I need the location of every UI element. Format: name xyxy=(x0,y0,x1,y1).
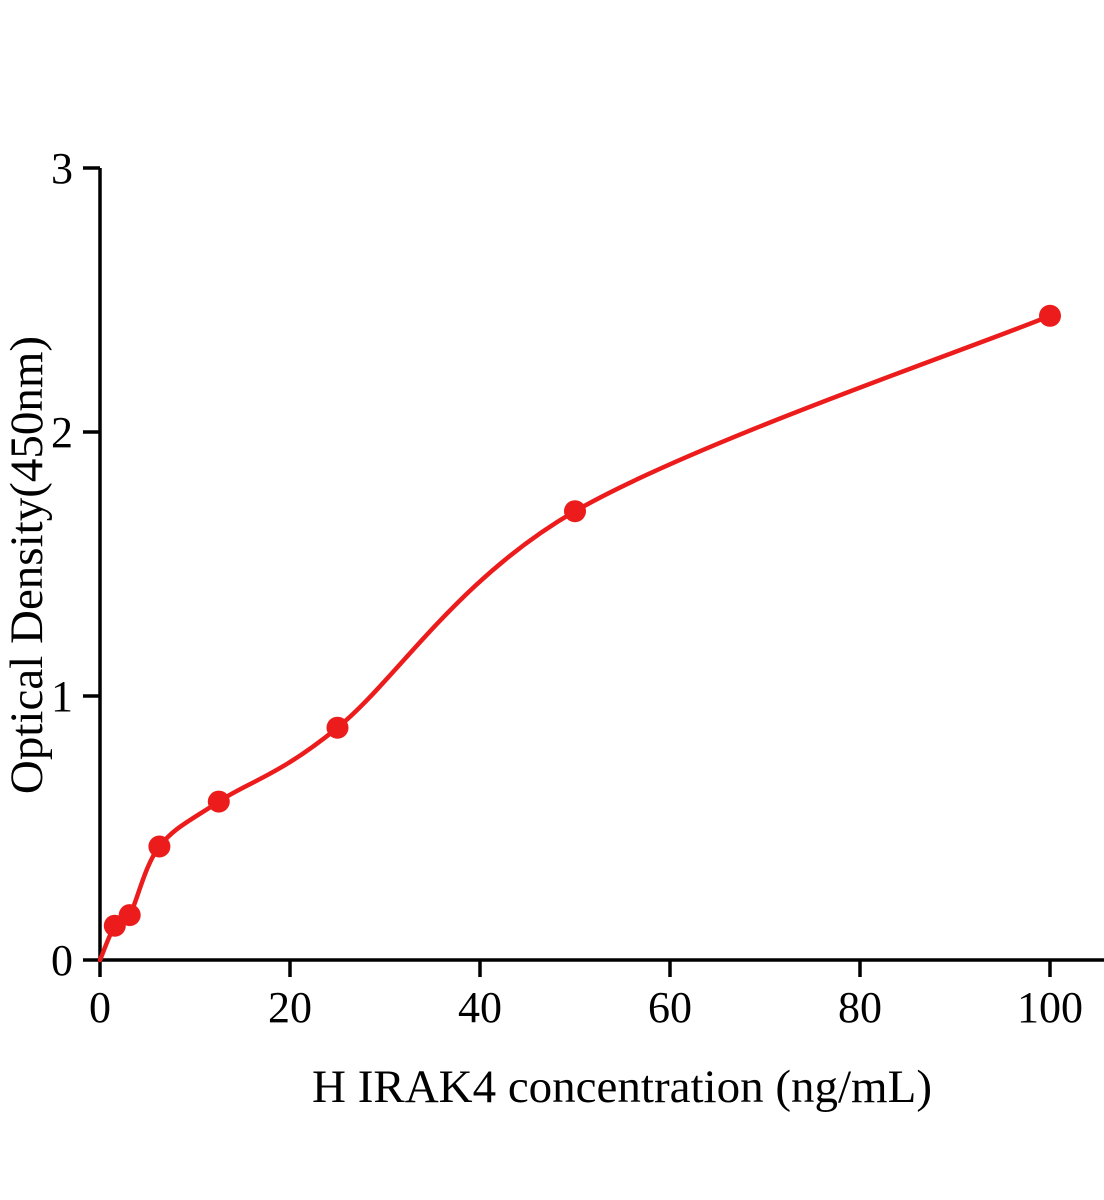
y-tick-label: 2 xyxy=(51,408,73,457)
x-tick-label: 100 xyxy=(1017,983,1083,1032)
data-point xyxy=(207,790,230,813)
data-point xyxy=(326,716,349,739)
x-tick-label: 20 xyxy=(268,983,312,1032)
y-tick-label: 1 xyxy=(51,672,73,721)
data-points xyxy=(103,304,1061,937)
fit-curve xyxy=(97,313,1053,963)
axis-ticks xyxy=(83,166,1052,977)
x-tick-label: 40 xyxy=(458,983,502,1032)
axes xyxy=(98,168,1104,962)
x-tick-label: 80 xyxy=(838,983,882,1032)
x-tick-label: 0 xyxy=(89,983,111,1032)
data-point xyxy=(118,904,141,927)
x-tick-label: 60 xyxy=(648,983,692,1032)
axis-tick-labels: 0 20 40 60 80 100 0 1 2 3 xyxy=(51,144,1083,1032)
y-tick-label: 3 xyxy=(51,144,73,193)
data-point xyxy=(1039,304,1061,327)
x-axis-label: H IRAK4 concentration (ng/mL) xyxy=(312,1061,932,1113)
data-point xyxy=(564,500,586,523)
y-tick-label: 0 xyxy=(51,936,73,985)
axis-lines xyxy=(98,168,1104,962)
data-point xyxy=(148,835,171,858)
y-axis-label: Optical Density(450nm) xyxy=(1,336,53,794)
